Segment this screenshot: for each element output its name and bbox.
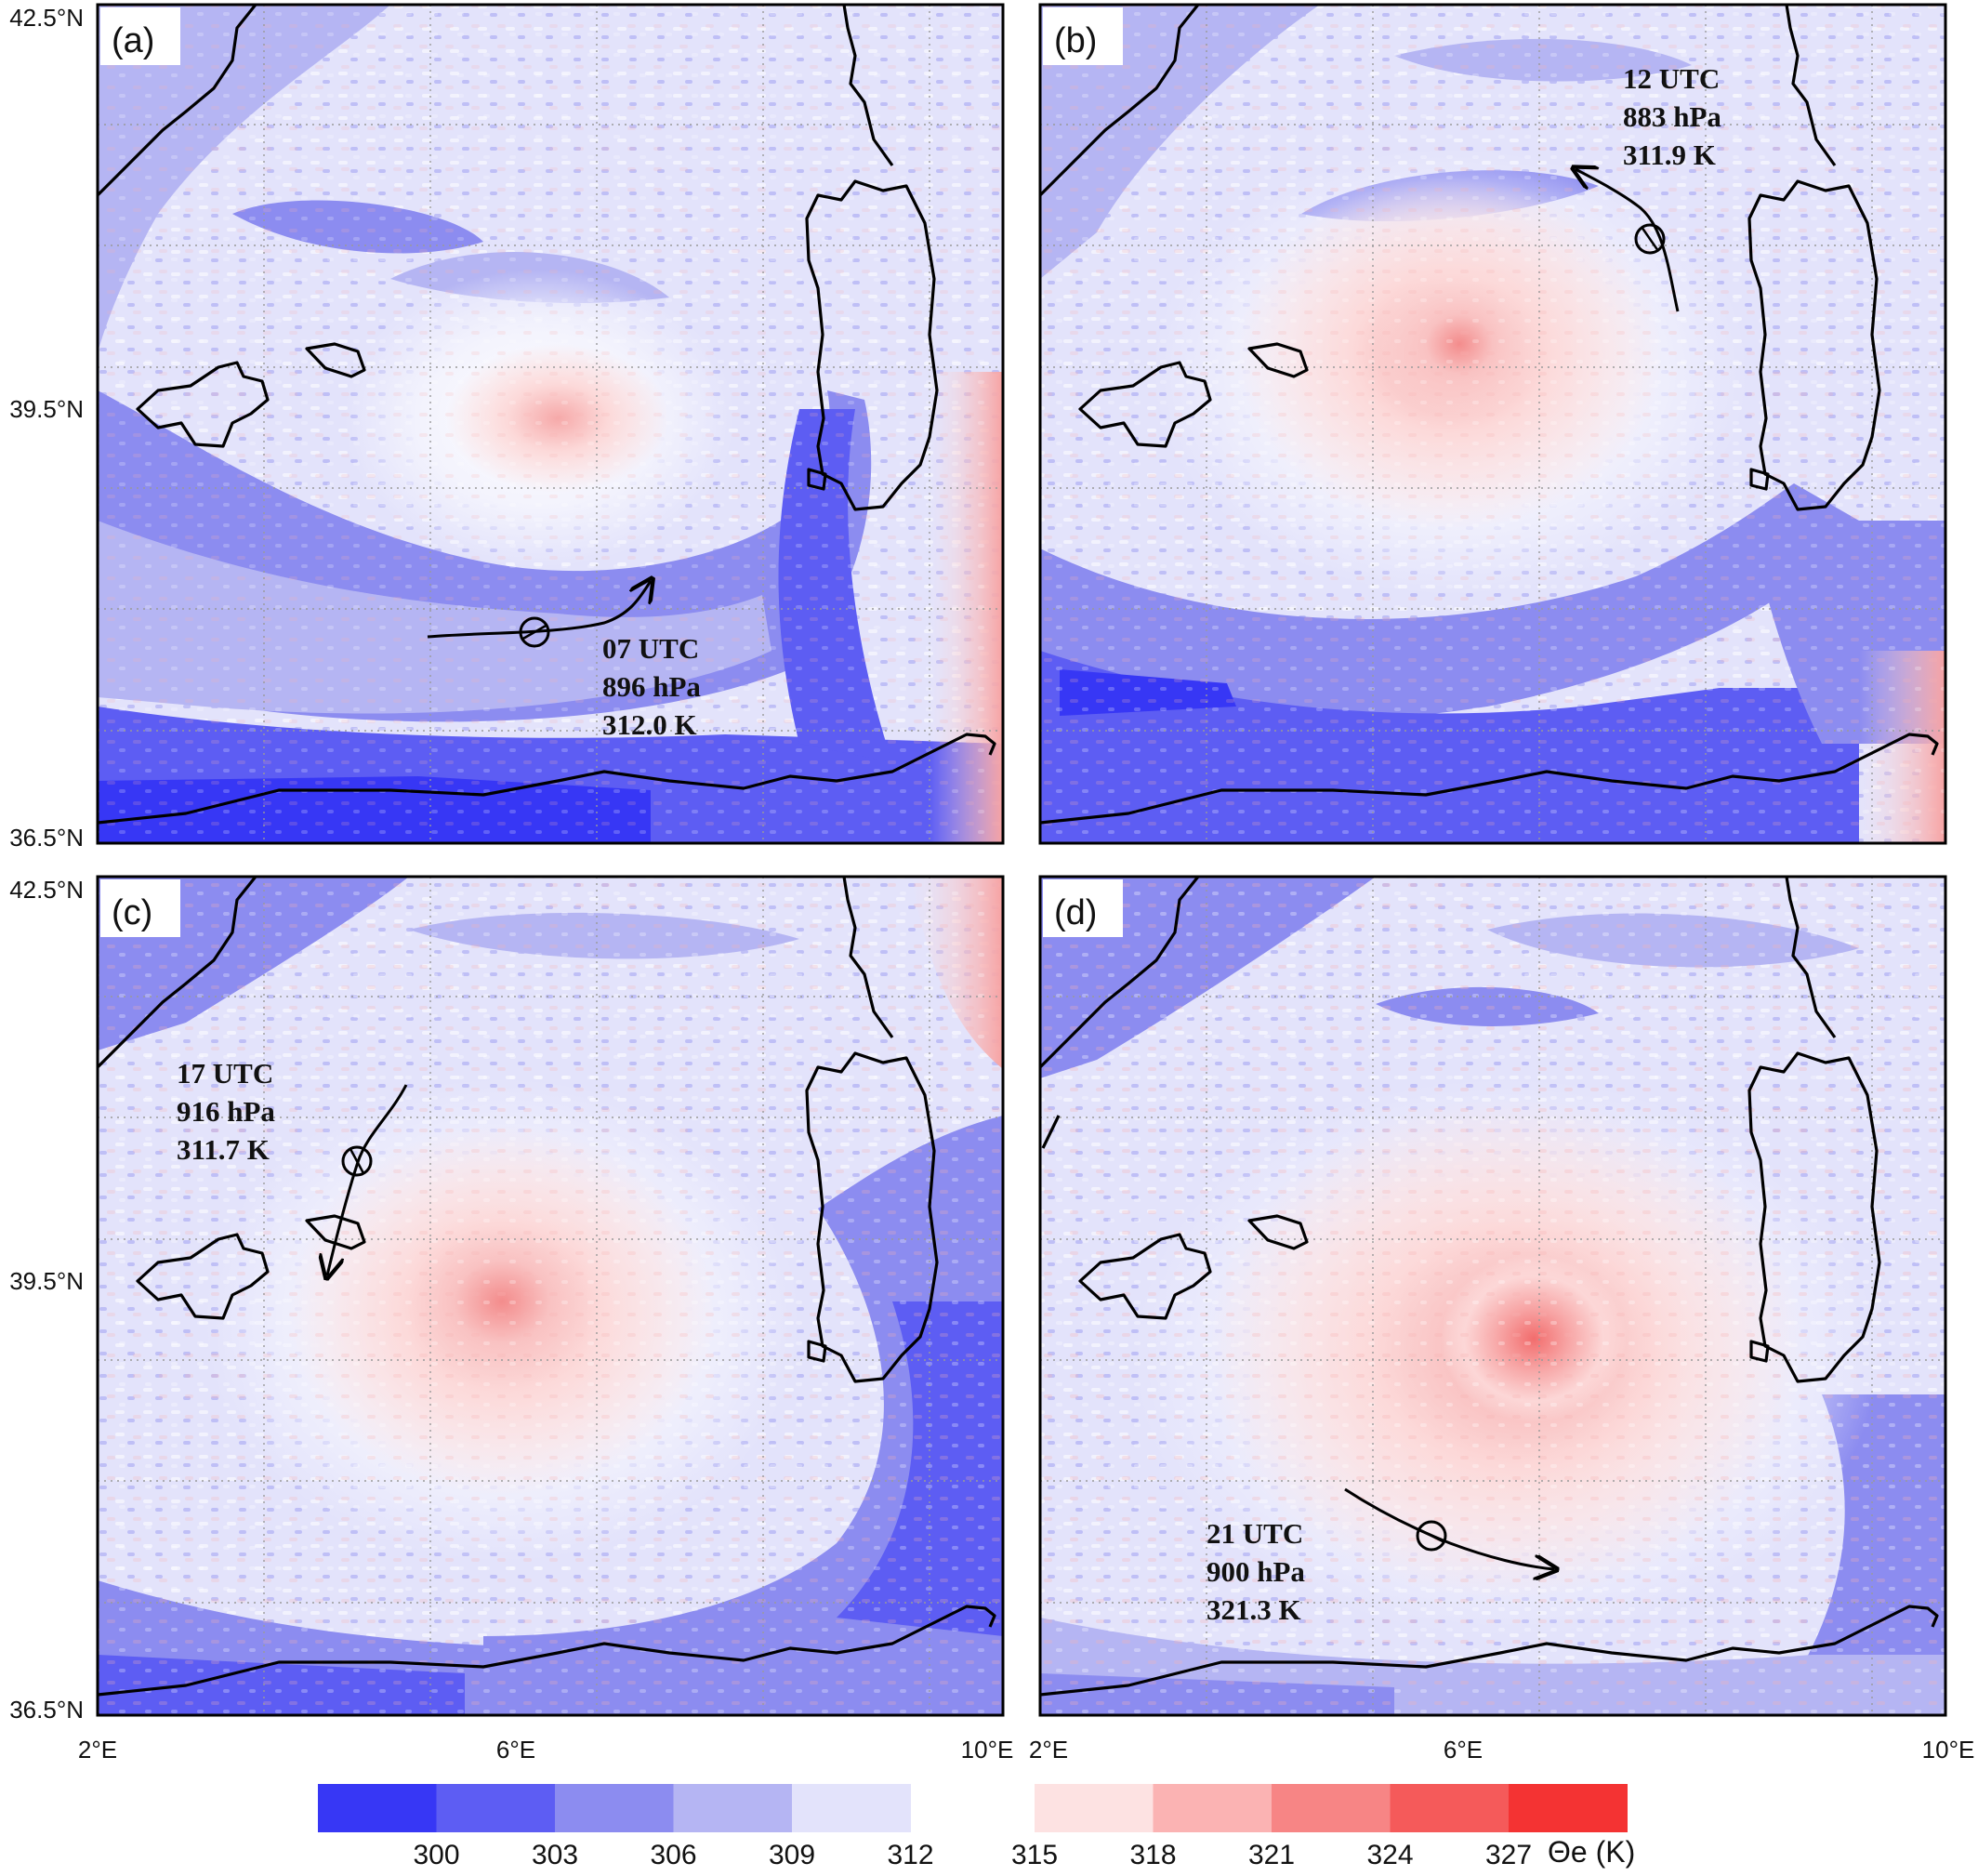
panel-b: (b) 12 UTC 883 hPa 311.9 K <box>1038 3 1947 845</box>
panel-b-pressure: 883 hPa <box>1623 100 1721 133</box>
colorbar-bin-9 <box>1509 1784 1628 1832</box>
panel-a: (a) 07 UTC 896 hPa 312.0 K <box>96 3 1005 845</box>
panel-c-pressure: 916 hPa <box>177 1095 275 1128</box>
colorbar-bin-2 <box>555 1784 674 1832</box>
panel-a-time: 07 UTC <box>602 632 699 665</box>
colorbar-tick-327: 327 <box>1485 1840 1532 1870</box>
panel-d-label: (d) <box>1054 893 1097 932</box>
lat-label-top-lower: 42.5°N <box>9 876 84 904</box>
colorbar-bin-5 <box>1035 1784 1154 1832</box>
panel-d-time: 21 UTC <box>1207 1517 1303 1550</box>
colorbar-bin-4 <box>792 1784 911 1832</box>
colorbar-tick-318: 318 <box>1129 1840 1176 1870</box>
panel-b-coastlines <box>1040 5 1939 825</box>
panel-a-frame <box>96 3 1005 845</box>
lon-label-right-2e: 2°E <box>1029 1736 1068 1764</box>
lat-label-mid-lower: 39.5°N <box>9 1267 84 1295</box>
colorbar-bin-7 <box>1272 1784 1391 1832</box>
panel-a-gridlines <box>98 5 1003 843</box>
panel-b-trajectory <box>1576 169 1680 312</box>
panel-d-gridlines <box>1040 877 1945 1715</box>
lat-label-bottom-lower: 36.5°N <box>9 1696 84 1724</box>
panel-d-trajectory <box>1344 1487 1554 1569</box>
panel-d-frame <box>1038 875 1947 1717</box>
colorbar-tick-321: 321 <box>1248 1840 1295 1870</box>
panel-c-label: (c) <box>112 893 152 932</box>
colorbar-bin-3 <box>673 1784 793 1832</box>
lon-label-right-6e: 6°E <box>1444 1736 1483 1764</box>
panel-b-label-box <box>1043 7 1123 65</box>
panel-c-trajectory <box>327 1084 408 1275</box>
colorbar: 300 303 306 309 312 315 318 321 324 327 <box>318 1784 1628 1870</box>
panel-d-label-box <box>1043 879 1123 937</box>
lon-label-left-2e: 2°E <box>78 1736 117 1764</box>
lat-label-top-upper: 42.5°N <box>9 4 84 32</box>
panel-c-coastlines <box>98 877 996 1697</box>
panel-b-gridlines <box>1040 5 1945 843</box>
colorbar-tick-303: 303 <box>532 1840 578 1870</box>
panel-d-pressure: 900 hPa <box>1207 1555 1305 1588</box>
colorbar-tick-312: 312 <box>887 1840 933 1870</box>
lon-label-left-6e: 6°E <box>496 1736 535 1764</box>
colorbar-tick-309: 309 <box>769 1840 815 1870</box>
panel-b-field <box>1040 5 1945 843</box>
panel-c-time: 17 UTC <box>177 1057 273 1090</box>
panel-b-theta: 311.9 K <box>1623 139 1716 171</box>
panel-b-time: 12 UTC <box>1623 62 1720 95</box>
panel-a-label: (a) <box>112 21 154 60</box>
lon-label-left-10e: 10°E <box>961 1736 1014 1764</box>
colorbar-tick-300: 300 <box>413 1840 459 1870</box>
latitude-labels: 42.5°N 39.5°N 36.5°N 42.5°N 39.5°N 36.5°… <box>9 4 84 1724</box>
panel-d-theta: 321.3 K <box>1207 1593 1301 1626</box>
colorbar-bin-6 <box>1153 1784 1273 1832</box>
panel-c-frame <box>96 875 1005 1717</box>
panel-d: (d) 21 UTC 900 hPa 321.3 K <box>1038 875 1947 1717</box>
colorbar-bin-0 <box>318 1784 437 1832</box>
panel-b-frame <box>1038 3 1947 845</box>
panel-a-coastlines <box>98 5 996 825</box>
panel-b-label: (b) <box>1054 21 1097 60</box>
panel-d-field <box>1040 877 1945 1715</box>
panel-a-theta: 312.0 K <box>602 708 697 741</box>
panel-c: (c) 17 UTC 916 hPa 311.7 K <box>96 875 1005 1717</box>
panel-a-pressure: 896 hPa <box>602 670 701 703</box>
panel-a-field <box>98 5 1003 843</box>
lat-label-mid-upper: 39.5°N <box>9 395 84 423</box>
colorbar-tick-315: 315 <box>1011 1840 1058 1870</box>
lon-label-right-10e: 10°E <box>1922 1736 1975 1764</box>
colorbar-tick-324: 324 <box>1366 1840 1413 1870</box>
panel-c-theta: 311.7 K <box>177 1133 270 1166</box>
panel-c-field <box>98 877 1003 1715</box>
panel-a-trajectory <box>427 581 651 648</box>
panel-d-coastlines <box>1040 877 1939 1697</box>
colorbar-unit-label: Θe (K) <box>1548 1835 1635 1869</box>
colorbar-tick-306: 306 <box>650 1840 696 1870</box>
panel-c-label-box <box>100 879 180 937</box>
colorbar-bin-8 <box>1390 1784 1510 1832</box>
colorbar-bin-1 <box>436 1784 556 1832</box>
lat-label-bottom-upper: 36.5°N <box>9 824 84 852</box>
panel-c-gridlines <box>98 877 1003 1715</box>
longitude-labels: 2°E 6°E 10°E 2°E 6°E 10°E <box>78 1736 1974 1764</box>
panel-a-label-box <box>100 7 180 65</box>
